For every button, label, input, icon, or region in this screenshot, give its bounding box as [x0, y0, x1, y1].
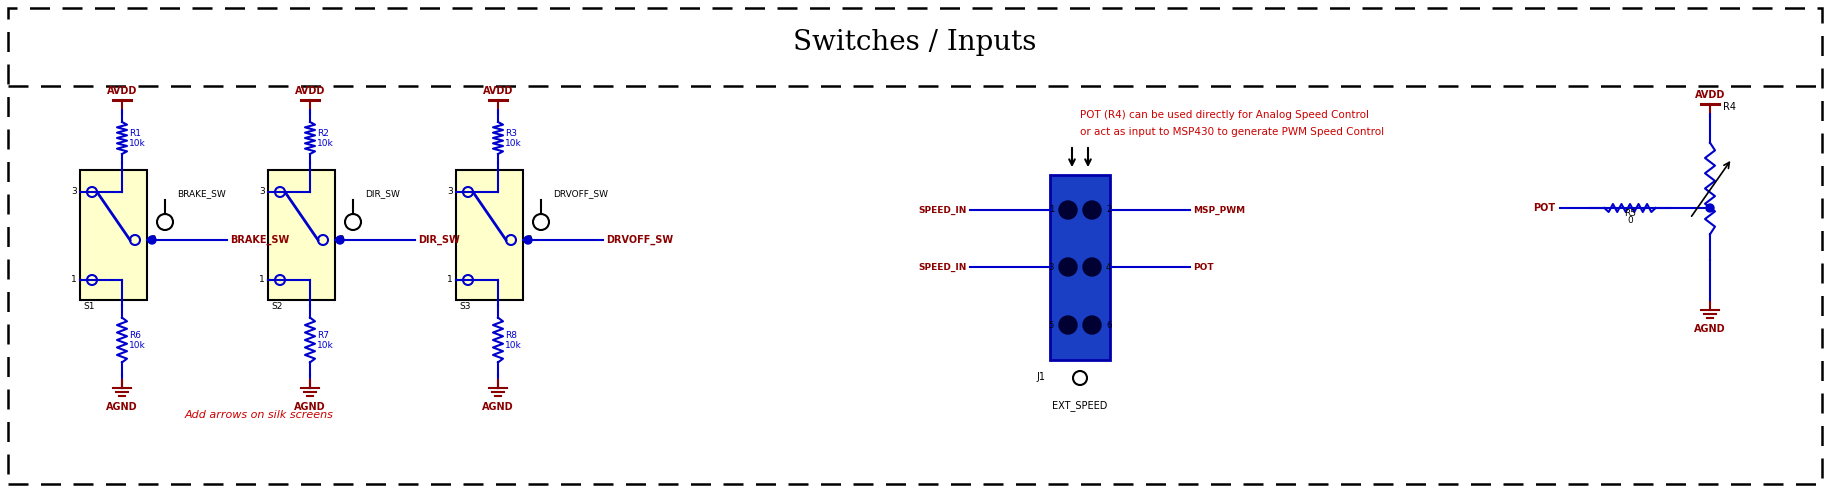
Text: 3: 3 — [71, 187, 77, 196]
Text: MSP_PWM: MSP_PWM — [1193, 206, 1244, 215]
Text: SPEED_IN: SPEED_IN — [919, 262, 966, 272]
Circle shape — [1083, 316, 1102, 334]
Text: S3: S3 — [459, 302, 470, 311]
Text: POT: POT — [1193, 263, 1213, 272]
Text: DIR_SW: DIR_SW — [364, 189, 401, 198]
Text: DIR_SW: DIR_SW — [417, 235, 459, 245]
Text: AVDD: AVDD — [483, 86, 512, 96]
Text: S2: S2 — [271, 302, 282, 311]
Circle shape — [523, 236, 533, 244]
Text: AGND: AGND — [106, 402, 137, 412]
Text: 0: 0 — [1627, 216, 1632, 225]
Circle shape — [1060, 316, 1078, 334]
Text: R4: R4 — [1724, 102, 1737, 112]
Text: 1: 1 — [260, 276, 265, 284]
Text: 10k: 10k — [505, 139, 522, 148]
Text: BRAKE_SW: BRAKE_SW — [231, 235, 289, 245]
Text: R6: R6 — [128, 331, 141, 339]
Circle shape — [1060, 258, 1078, 276]
Text: AGND: AGND — [481, 402, 514, 412]
Circle shape — [1083, 258, 1102, 276]
Text: SPEED_IN: SPEED_IN — [919, 206, 966, 215]
Text: R3: R3 — [505, 128, 518, 137]
Bar — [1050, 175, 1111, 360]
Text: 2: 2 — [339, 236, 344, 245]
Text: S1: S1 — [82, 302, 95, 311]
Text: 2: 2 — [525, 236, 533, 245]
Circle shape — [1060, 201, 1078, 219]
Text: 1: 1 — [71, 276, 77, 284]
Bar — [81, 170, 146, 300]
Text: R5: R5 — [1623, 209, 1636, 218]
Text: BRAKE_SW: BRAKE_SW — [178, 189, 225, 198]
Bar — [267, 170, 335, 300]
Text: 3: 3 — [447, 187, 454, 196]
Text: 3: 3 — [260, 187, 265, 196]
Text: AVDD: AVDD — [106, 86, 137, 96]
Circle shape — [148, 236, 156, 244]
Circle shape — [1083, 201, 1102, 219]
Text: 10k: 10k — [505, 340, 522, 349]
Text: 2: 2 — [150, 236, 156, 245]
Text: 1: 1 — [447, 276, 454, 284]
Circle shape — [1706, 204, 1715, 212]
Text: AVDD: AVDD — [1695, 90, 1726, 100]
Text: Add arrows on silk screens: Add arrows on silk screens — [185, 410, 333, 420]
Text: AGND: AGND — [295, 402, 326, 412]
Text: 4: 4 — [1105, 263, 1111, 272]
Text: 10k: 10k — [317, 340, 333, 349]
Bar — [456, 170, 523, 300]
Text: DRVOFF_SW: DRVOFF_SW — [606, 235, 673, 245]
Text: or act as input to MSP430 to generate PWM Speed Control: or act as input to MSP430 to generate PW… — [1080, 127, 1383, 137]
Text: R2: R2 — [317, 128, 329, 137]
Text: AVDD: AVDD — [295, 86, 326, 96]
Text: R7: R7 — [317, 331, 329, 339]
Circle shape — [337, 236, 344, 244]
Text: EXT_SPEED: EXT_SPEED — [1052, 400, 1107, 411]
Text: 5: 5 — [1049, 320, 1054, 330]
Text: POT: POT — [1534, 203, 1556, 213]
Text: 1: 1 — [1049, 206, 1054, 215]
Text: 3: 3 — [1049, 263, 1054, 272]
Text: 10k: 10k — [317, 139, 333, 148]
Text: 10k: 10k — [128, 340, 146, 349]
Text: 10k: 10k — [128, 139, 146, 148]
Text: 2: 2 — [1105, 206, 1111, 215]
Text: R1: R1 — [128, 128, 141, 137]
Text: DRVOFF_SW: DRVOFF_SW — [553, 189, 608, 198]
Text: Switches / Inputs: Switches / Inputs — [794, 30, 1036, 57]
Text: POT (R4) can be used directly for Analog Speed Control: POT (R4) can be used directly for Analog… — [1080, 110, 1369, 120]
Text: R8: R8 — [505, 331, 518, 339]
Text: AGND: AGND — [1695, 324, 1726, 334]
Text: 6: 6 — [1105, 320, 1111, 330]
Text: J1: J1 — [1036, 372, 1045, 382]
